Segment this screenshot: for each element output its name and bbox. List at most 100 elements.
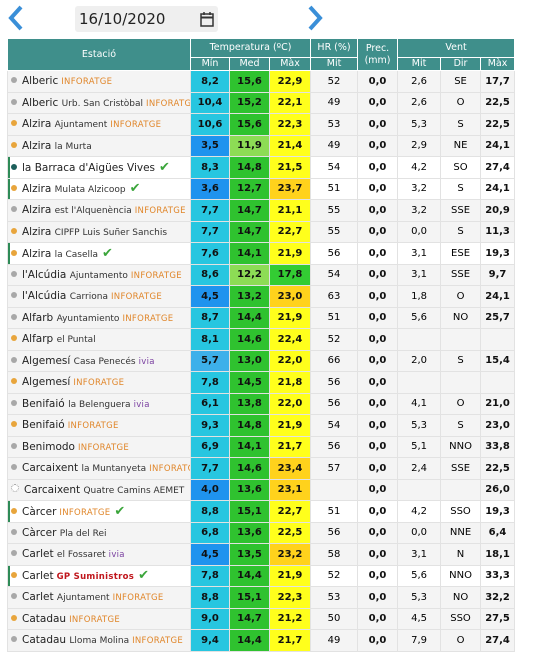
station-row[interactable]: Alzira la Casella ✔ 7,6 14,1 21,9 56 0,0 3,1 ESE… <box>7 242 516 265</box>
station-name[interactable]: Alberic <box>22 96 59 109</box>
value-cell: O <box>440 392 482 415</box>
value-cell: 9,0 <box>190 607 230 630</box>
station-cell: Carlet GP Suministros ✔ <box>7 564 191 587</box>
value-cell: 0,0 <box>357 177 399 200</box>
station-name[interactable]: Alfarb <box>22 311 54 324</box>
value-cell: 0,0 <box>357 629 399 652</box>
station-name[interactable]: Benifaió <box>22 397 65 410</box>
station-row[interactable]: Càrcer Pla del Rei 6,8 13,6 22,5 56 0,0 0,0 NNE… <box>7 521 516 544</box>
station-row[interactable]: Carlet GP Suministros ✔ 7,8 14,4 21,9 52 0,0 5,6… <box>7 564 516 587</box>
station-row[interactable]: Algemesí INFORATGE 7,8 14,5 21,8 56 0,0 <box>7 371 516 394</box>
next-day[interactable] <box>305 4 325 32</box>
station-row[interactable]: Benifaió la Belenguera ivia 6,1 13,8 22,0 56 0… <box>7 392 516 415</box>
station-row[interactable]: Carlet el Fossaret ivia 4,5 13,5 23,2 58 0,0 3,… <box>7 543 516 566</box>
station-name[interactable]: Càrcer <box>22 526 57 539</box>
value-cell: 15,1 <box>229 500 270 523</box>
station-name[interactable]: l'Alcúdia <box>22 290 67 303</box>
station-row[interactable]: la Barraca d'Aigües Vives ✔ 8,3 14,8 21,5 54 0… <box>7 156 516 179</box>
station-row[interactable]: Alberic Urb. San CristòbalINFORATGE10,41… <box>7 91 516 114</box>
station-source: ivia <box>138 356 155 367</box>
station-name[interactable]: Benifaió <box>22 419 65 432</box>
value-cell: 0,0 <box>357 586 399 609</box>
value-cell: 12,2 <box>229 263 270 286</box>
station-name[interactable]: Catadau <box>22 612 67 625</box>
station-row[interactable]: Alfarp el Puntal 8,1 14,6 22,4 52 0,0 <box>7 328 516 351</box>
station-place: Casa Penecés <box>73 356 136 367</box>
calendar-icon[interactable] <box>200 11 214 27</box>
station-place: la Belenguera <box>68 399 131 410</box>
station-row[interactable]: Carlet Ajuntament INFORATGE 8,8 15,1 22,3 53 0… <box>7 586 516 609</box>
value-cell: SSO <box>440 607 482 630</box>
status-dot <box>11 227 17 234</box>
station-row[interactable]: Càrcer INFORATGE ✔ 8,8 15,1 22,7 51 0,0 4,2 SSO 19… <box>7 500 516 523</box>
station-row[interactable]: Alberic INFORATGE 8,2 15,6 22,9 52 0,0 2,6 SE 17,… <box>7 70 516 93</box>
station-row[interactable]: Alzira Ajuntament INFORATGE 10,6 15,6 22,3 53… <box>7 113 516 136</box>
value-cell: 7,8 <box>190 371 230 394</box>
value-cell: 14,6 <box>229 457 270 480</box>
station-name[interactable]: Algemesí <box>22 376 71 389</box>
station-row[interactable]: Benifaió INFORATGE 9,3 14,8 21,9 54 0,0 5,3 S 23,… <box>7 414 516 437</box>
station-name[interactable]: Catadau <box>22 634 67 647</box>
value-cell: 0,0 <box>357 349 399 372</box>
station-cell: Benimodo INFORATGE <box>7 435 191 458</box>
station-row[interactable]: l'Alcúdia Carriona INFORATGE 4,5 13,2 23,0 63… <box>7 285 516 308</box>
station-row[interactable]: Alzira Mulata Alzicoop ✔ 3,6 12,7 23,7 51 0,0 3… <box>7 177 516 200</box>
value-cell: SO <box>440 156 482 179</box>
station-name[interactable]: l'Alcúdia <box>22 268 67 281</box>
station-place: Quatre Camins AEMET <box>83 485 185 496</box>
station-source: ivia <box>108 550 125 561</box>
col-temp: Temperatura (ºC) <box>189 38 312 58</box>
station-row[interactable]: Alzira la Murta 3,5 11,9 21,4 49 0,0 2,9 NE 24,1 <box>7 134 516 157</box>
station-row[interactable]: Carcaixent Quatre Camins AEMET 4,0 13,6 23,… <box>7 478 516 501</box>
station-name[interactable]: Carlet <box>22 548 54 561</box>
station-name[interactable]: Alzira <box>22 139 52 152</box>
station-name[interactable]: Carcaixent <box>24 483 81 496</box>
station-row[interactable]: Alzira CIPFP Luis Suñer Sanchis 7,7 14,7 22… <box>7 220 516 243</box>
station-name[interactable]: Alberic <box>22 75 59 88</box>
station-name[interactable]: Benimodo <box>22 440 75 453</box>
value-cell: 53 <box>310 113 359 136</box>
station-name[interactable]: Alzira <box>22 183 52 196</box>
station-name[interactable]: Càrcer <box>22 505 57 518</box>
value-cell: 23,2 <box>268 543 312 566</box>
station-name[interactable]: Carlet <box>22 591 54 604</box>
value-cell: 5,1 <box>397 435 442 458</box>
station-row[interactable]: Catadau Lloma Molina INFORATGE 9,4 14,4 21,7… <box>7 629 516 652</box>
station-row[interactable]: Catadau INFORATGE 9,0 14,7 21,2 50 0,0 4,5 SSO 27… <box>7 607 516 630</box>
col-wind: Vent <box>397 38 516 58</box>
value-cell: 19,3 <box>480 242 516 265</box>
station-cell: Carlet el Fossaret ivia <box>7 543 191 566</box>
station-row[interactable]: Carcaixent la MuntanyetaINFORATGE7,714,6… <box>7 457 516 480</box>
station-name[interactable]: la Barraca d'Aigües Vives <box>22 161 156 174</box>
station-name[interactable]: Alzira <box>22 204 52 217</box>
prev-day[interactable] <box>6 4 26 32</box>
station-row[interactable]: Alzira est l'Alquenència INFORATGE 7,7 14,7… <box>7 199 516 222</box>
status-dot <box>11 421 17 428</box>
station-name[interactable]: Alfarp <box>22 333 54 346</box>
value-cell: 3,5 <box>190 134 230 157</box>
station-name[interactable]: Alzira <box>22 225 52 238</box>
value-cell: O <box>440 629 482 652</box>
value-cell: 15,6 <box>229 70 270 93</box>
station-row[interactable]: Alfarb Ayuntamiento INFORATGE 8,7 14,4 21,9 5… <box>7 306 516 329</box>
date-input[interactable]: 16/10/2020 <box>75 6 218 32</box>
station-source: INFORATGE <box>130 270 182 281</box>
station-name[interactable]: Carlet <box>22 570 54 583</box>
station-name[interactable]: Alzira <box>22 118 52 131</box>
station-row[interactable]: l'Alcúdia Ajuntamento INFORATGE 8,6 12,2 17,… <box>7 263 516 286</box>
value-cell: S <box>440 220 482 243</box>
value-cell: 22,5 <box>480 91 516 114</box>
value-cell: 8,7 <box>190 306 230 329</box>
value-cell: 56 <box>310 392 359 415</box>
sub-header: Med <box>229 57 270 71</box>
value-cell: 0,0 <box>357 607 399 630</box>
station-name[interactable]: Algemesí <box>22 354 71 367</box>
station-name[interactable]: Carcaixent <box>22 462 79 475</box>
station-name[interactable]: Alzira <box>22 247 52 260</box>
value-cell: 5,3 <box>397 586 442 609</box>
value-cell: 0,0 <box>357 156 399 179</box>
station-row[interactable]: Algemesí Casa Penecés ivia 5,7 13,0 22,0 66 0,… <box>7 349 516 372</box>
value-cell: 54 <box>310 263 359 286</box>
station-row[interactable]: Benimodo INFORATGE 6,9 14,1 21,7 56 0,0 5,1 NNO 3… <box>7 435 516 458</box>
